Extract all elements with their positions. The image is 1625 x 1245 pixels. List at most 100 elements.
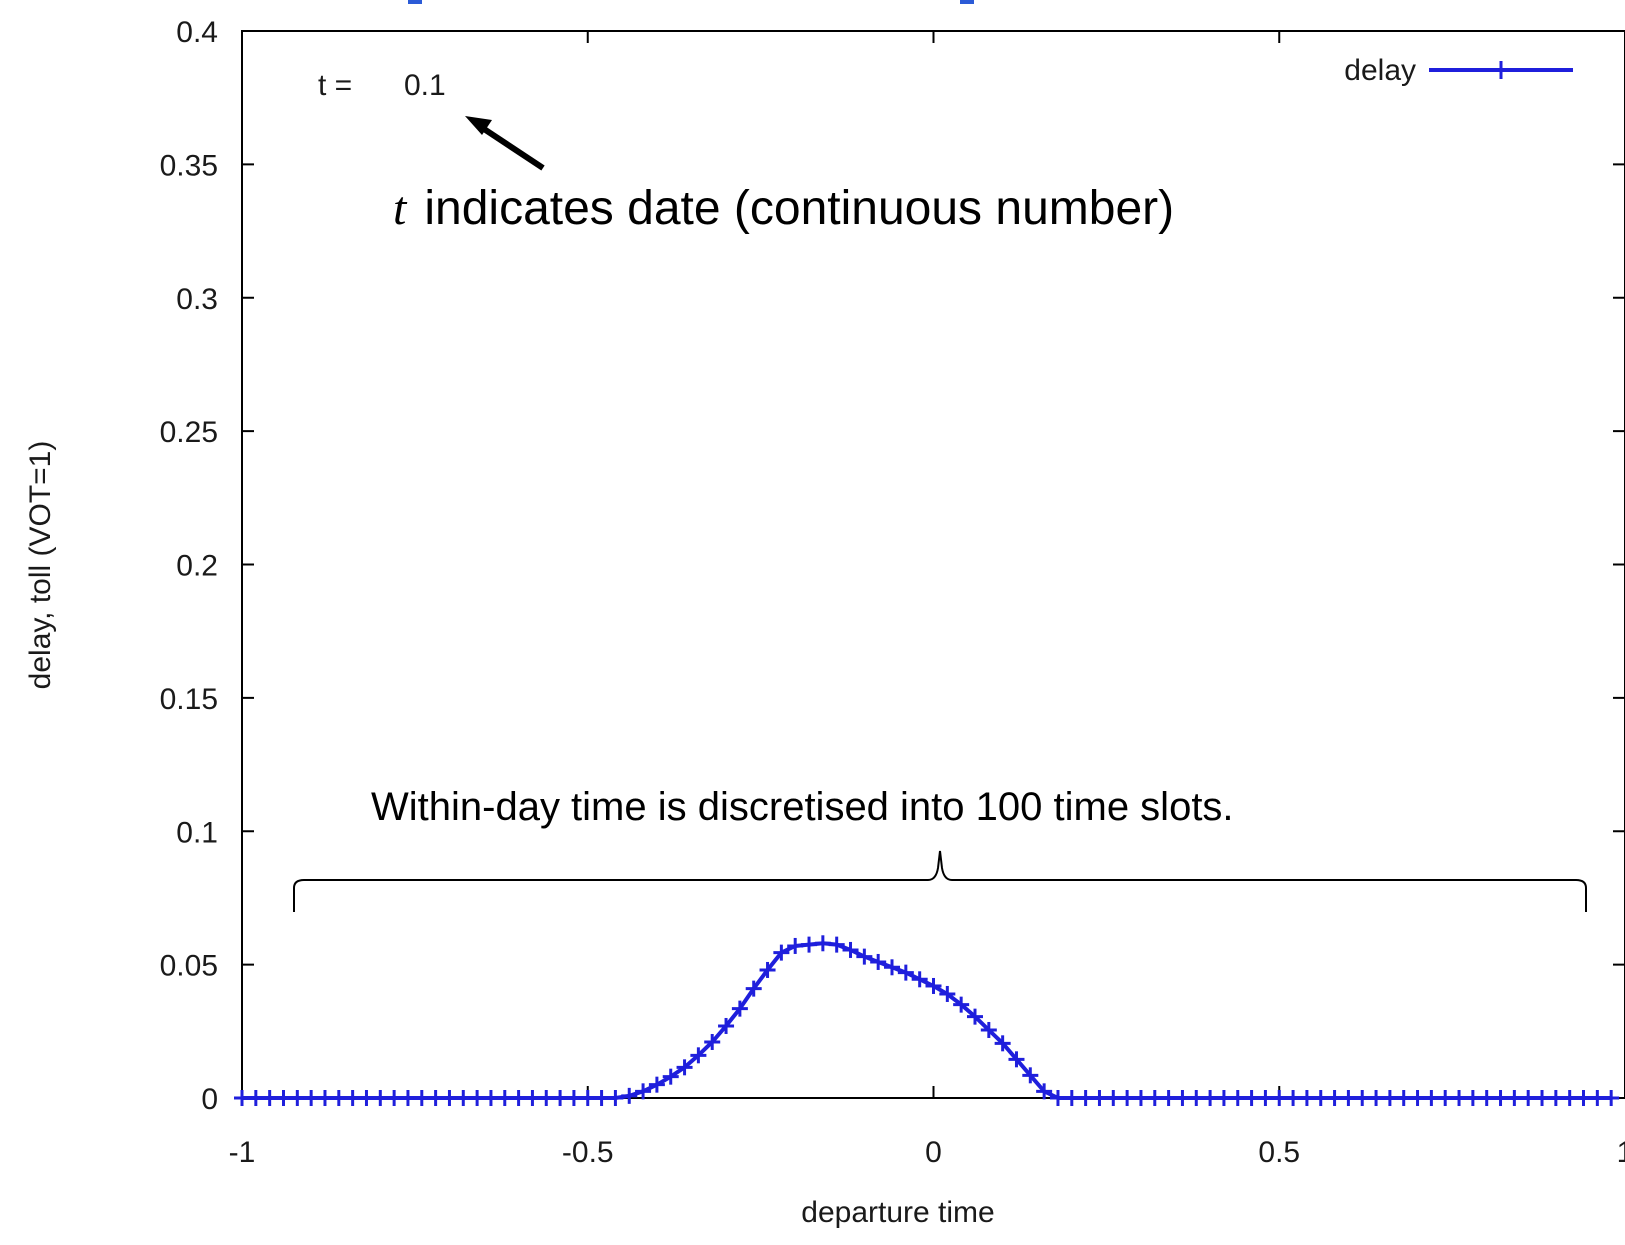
y-tick-label: 0.2 bbox=[176, 550, 218, 583]
x-axis-label: departure time bbox=[801, 1196, 994, 1229]
slots-brace bbox=[293, 850, 1587, 912]
data-point bbox=[621, 1087, 638, 1104]
data-point bbox=[1202, 1090, 1219, 1106]
data-point bbox=[1464, 1090, 1481, 1106]
data-point bbox=[1437, 1090, 1454, 1106]
data-point bbox=[1271, 1090, 1288, 1106]
data-point bbox=[1215, 1090, 1232, 1106]
data-point bbox=[787, 937, 804, 954]
y-tick-label: 0.4 bbox=[176, 16, 218, 49]
y-axis-ticks: 0 0.05 0.1 0.15 0.2 0.25 0.3 0.35 0.4 bbox=[160, 16, 1625, 1116]
data-point bbox=[510, 1090, 527, 1106]
data-point bbox=[856, 948, 873, 965]
data-point bbox=[953, 996, 970, 1013]
cropped-top-title-fragment bbox=[408, 0, 974, 4]
data-point bbox=[1091, 1090, 1108, 1106]
data-point bbox=[925, 977, 942, 994]
data-point bbox=[1381, 1090, 1398, 1106]
data-point bbox=[261, 1090, 278, 1106]
data-point bbox=[1312, 1090, 1329, 1106]
data-point bbox=[1506, 1090, 1523, 1106]
data-point bbox=[1395, 1090, 1412, 1106]
data-point bbox=[593, 1090, 610, 1106]
data-point bbox=[358, 1090, 375, 1106]
x-axis-ticks: -1 -0.5 0 0.5 1 bbox=[229, 31, 1625, 1169]
date-note: t indicates date (continuous number) bbox=[393, 182, 1174, 235]
data-point bbox=[1534, 1090, 1551, 1106]
date-note-text: indicates date (continuous number) bbox=[424, 182, 1174, 235]
data-point bbox=[980, 1021, 997, 1038]
data-point bbox=[1603, 1090, 1620, 1106]
data-point bbox=[330, 1090, 347, 1106]
data-point bbox=[704, 1033, 721, 1050]
data-point bbox=[579, 1090, 596, 1106]
data-point bbox=[966, 1008, 983, 1025]
data-point bbox=[455, 1090, 472, 1106]
data-point bbox=[911, 971, 928, 988]
data-point bbox=[662, 1068, 679, 1085]
data-point bbox=[441, 1090, 458, 1106]
data-point bbox=[1547, 1090, 1564, 1106]
data-point bbox=[939, 985, 956, 1002]
data-point bbox=[897, 964, 914, 981]
data-point bbox=[1340, 1090, 1357, 1106]
data-point bbox=[372, 1090, 389, 1106]
data-point bbox=[676, 1059, 693, 1076]
data-point bbox=[1368, 1090, 1385, 1106]
data-point bbox=[718, 1017, 735, 1034]
data-point bbox=[1285, 1090, 1302, 1106]
data-point bbox=[275, 1090, 292, 1106]
data-point bbox=[1188, 1090, 1205, 1106]
data-point bbox=[1036, 1083, 1053, 1100]
data-point bbox=[773, 944, 790, 961]
data-point bbox=[1257, 1090, 1274, 1106]
data-point bbox=[1146, 1090, 1163, 1106]
data-point bbox=[1077, 1090, 1094, 1106]
data-point bbox=[552, 1090, 569, 1106]
data-point bbox=[469, 1090, 486, 1106]
data-point bbox=[842, 941, 859, 958]
data-point bbox=[1105, 1090, 1122, 1106]
series-delay bbox=[234, 935, 1620, 1106]
data-point bbox=[870, 953, 887, 970]
data-point bbox=[1492, 1090, 1509, 1106]
y-tick-label: 0.3 bbox=[176, 283, 218, 316]
data-point bbox=[884, 959, 901, 976]
data-point bbox=[1008, 1051, 1025, 1068]
data-point bbox=[759, 961, 776, 978]
data-point bbox=[1022, 1067, 1039, 1084]
y-tick-label: 0.1 bbox=[176, 816, 218, 849]
data-point bbox=[413, 1090, 430, 1106]
data-point bbox=[538, 1090, 555, 1106]
x-tick-label: 0 bbox=[925, 1136, 942, 1169]
data-point bbox=[1243, 1090, 1260, 1106]
legend: delay bbox=[1344, 54, 1573, 87]
data-point bbox=[828, 936, 845, 953]
data-point bbox=[801, 936, 818, 953]
date-value: 0.1 bbox=[404, 69, 446, 102]
y-tick-label: 0 bbox=[201, 1083, 218, 1116]
date-note-symbol: t bbox=[393, 182, 408, 235]
data-point bbox=[1478, 1090, 1495, 1106]
data-point bbox=[1520, 1090, 1537, 1106]
data-point bbox=[745, 980, 762, 997]
data-point bbox=[1451, 1090, 1468, 1106]
data-point bbox=[524, 1090, 541, 1106]
data-point bbox=[1561, 1090, 1578, 1106]
data-point bbox=[1174, 1090, 1191, 1106]
slots-note: Within-day time is discretised into 100 … bbox=[371, 785, 1234, 829]
data-point bbox=[814, 935, 831, 952]
data-point bbox=[1049, 1090, 1066, 1106]
data-point bbox=[1119, 1090, 1136, 1106]
data-point bbox=[386, 1090, 403, 1106]
data-point bbox=[427, 1090, 444, 1106]
data-point bbox=[482, 1090, 499, 1106]
data-point bbox=[1298, 1090, 1315, 1106]
data-point bbox=[690, 1047, 707, 1064]
data-point bbox=[399, 1090, 416, 1106]
data-point bbox=[607, 1090, 624, 1106]
x-tick-label: 0.5 bbox=[1258, 1136, 1300, 1169]
data-point bbox=[1354, 1090, 1371, 1106]
data-point bbox=[1229, 1090, 1246, 1106]
